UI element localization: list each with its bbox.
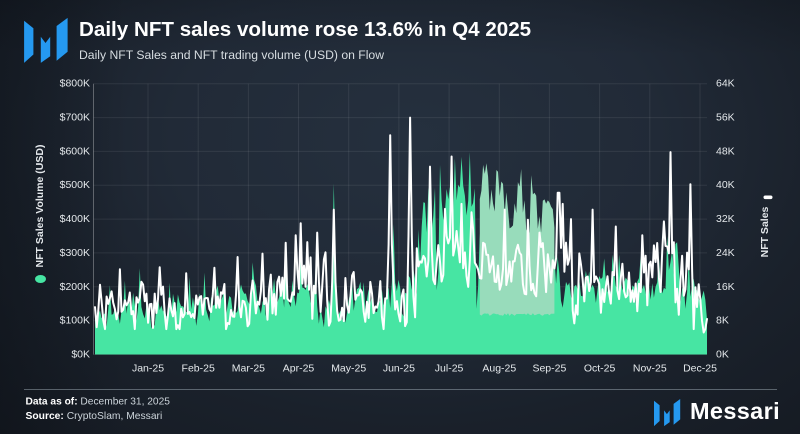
svg-text:Data as of: December 31, 2025: Data as of: December 31, 2025 [26,396,171,407]
svg-text:Source: CryptoSlam, Messari: Source: CryptoSlam, Messari [26,411,163,422]
svg-text:Aug-25: Aug-25 [482,363,516,375]
svg-text:$500K: $500K [60,179,90,191]
svg-text:Mar-25: Mar-25 [232,363,265,375]
svg-text:Oct-25: Oct-25 [584,363,616,375]
svg-text:Sep-25: Sep-25 [532,363,566,375]
svg-text:Jun-25: Jun-25 [383,363,415,375]
svg-text:24K: 24K [716,247,735,259]
svg-text:$0K: $0K [71,349,90,361]
svg-text:$800K: $800K [60,78,90,90]
svg-text:Jul-25: Jul-25 [435,363,464,375]
svg-text:16K: 16K [716,281,735,293]
svg-text:$300K: $300K [60,247,90,259]
svg-text:Dec-25: Dec-25 [683,363,717,375]
svg-text:32K: 32K [716,213,735,225]
svg-text:0K: 0K [716,349,729,361]
svg-text:$400K: $400K [60,213,90,225]
svg-text:40K: 40K [716,179,735,191]
svg-text:8K: 8K [716,315,729,327]
svg-text:NFT Sales: NFT Sales [759,206,771,257]
svg-text:48K: 48K [716,145,735,157]
svg-text:May-25: May-25 [331,363,366,375]
svg-text:$200K: $200K [60,281,90,293]
svg-text:Feb-25: Feb-25 [182,363,215,375]
svg-text:$600K: $600K [60,145,90,157]
svg-text:Jan-25: Jan-25 [132,363,164,375]
svg-text:Nov-25: Nov-25 [633,363,667,375]
svg-text:$700K: $700K [60,112,90,124]
svg-text:$100K: $100K [60,315,90,327]
svg-text:Daily NFT Sales and NFT tradin: Daily NFT Sales and NFT trading volume (… [79,48,384,62]
svg-text:NFT Sales Volume (USD): NFT Sales Volume (USD) [34,145,46,268]
svg-text:Daily NFT sales volume rose 13: Daily NFT sales volume rose 13.6% in Q4 … [79,18,531,41]
svg-text:Messari: Messari [690,398,780,424]
svg-text:56K: 56K [716,112,735,124]
svg-text:Apr-25: Apr-25 [283,363,315,375]
svg-text:64K: 64K [716,78,735,90]
